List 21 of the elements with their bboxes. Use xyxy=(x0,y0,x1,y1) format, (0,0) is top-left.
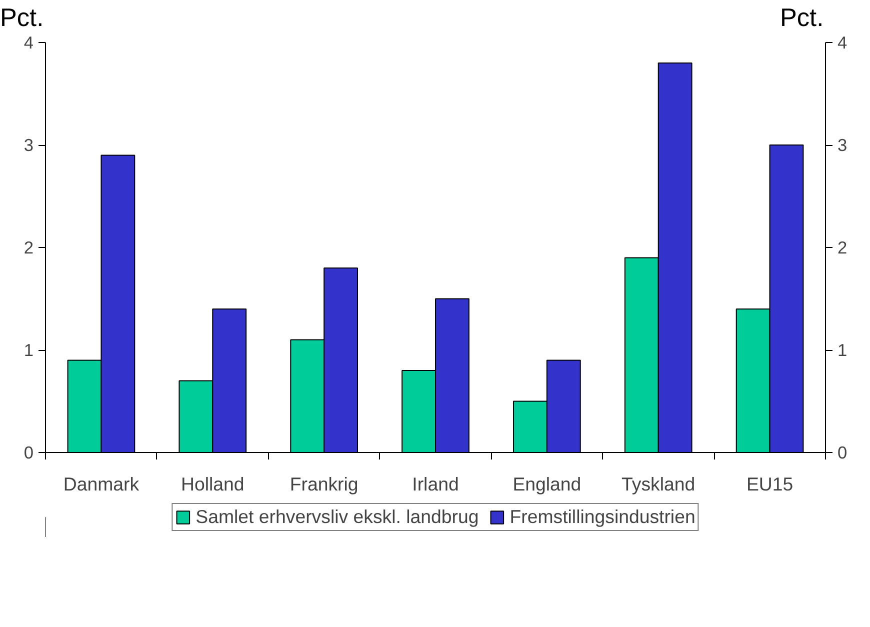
y-axis-title: Pct. xyxy=(0,4,44,32)
x-tick-label: Danmark xyxy=(63,474,140,494)
y-tick-label: 0 xyxy=(24,442,34,462)
legend-label: Fremstillingsindustrien xyxy=(510,506,696,528)
x-tick-label: Tyskland xyxy=(622,474,696,494)
y2-tick-label: 2 xyxy=(838,238,848,258)
y-tick-label: 2 xyxy=(24,238,34,258)
y-tick-label: 3 xyxy=(24,135,34,155)
y2-axis-title: Pct. xyxy=(780,3,824,34)
x-tick-label: England xyxy=(512,474,582,494)
y-tick-label: 1 xyxy=(24,340,34,360)
y-tick-label: 4 xyxy=(24,32,34,52)
x-tick-label: EU15 xyxy=(746,474,794,494)
y2-tick-label: 4 xyxy=(838,32,848,52)
legend-label: Samlet erhvervsliv ekskl. landbrug xyxy=(196,506,479,528)
x-tick-label: Irland xyxy=(412,474,459,494)
y2-tick-label: 0 xyxy=(838,442,848,462)
x-tick-label: Frankrig xyxy=(290,474,358,494)
y2-tick-label: 3 xyxy=(838,135,848,155)
y2-tick-label: 1 xyxy=(838,340,848,360)
x-tick-label: Holland xyxy=(181,474,244,494)
